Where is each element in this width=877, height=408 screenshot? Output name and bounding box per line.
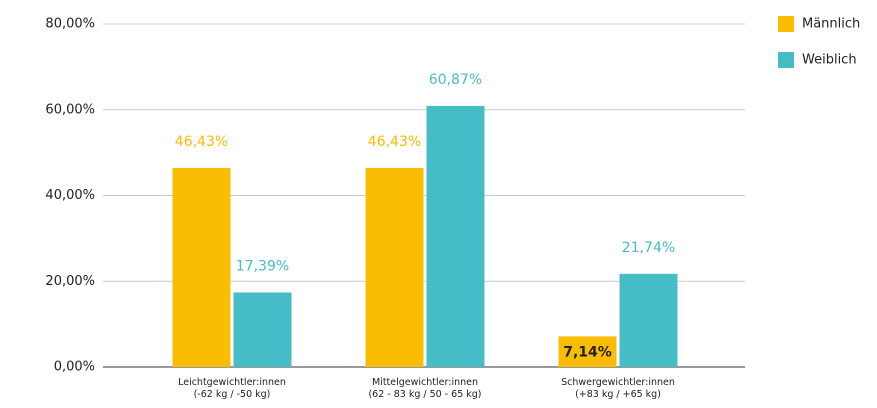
- bar: [426, 106, 485, 368]
- bar: [172, 167, 231, 367]
- bar: [619, 273, 678, 367]
- value-label: 21,74%: [622, 240, 675, 256]
- x-tick-label: Mittelgewichtler:innen (62 - 83 kg / 50 …: [368, 377, 482, 400]
- legend-label: Weiblich: [802, 53, 857, 68]
- y-tick-label: 40,00%: [45, 188, 95, 203]
- value-label: 46,43%: [175, 134, 228, 150]
- value-label: 46,43%: [368, 134, 421, 150]
- value-label: 17,39%: [236, 258, 289, 274]
- legend-label: Männlich: [802, 17, 860, 32]
- legend-swatch: [778, 52, 794, 68]
- value-label: 7,14%: [563, 344, 612, 360]
- value-label: 60,87%: [429, 72, 482, 88]
- x-tick-label: Schwergewichtler:innen (+83 kg / +65 kg): [561, 377, 675, 400]
- y-tick-label: 80,00%: [45, 17, 95, 32]
- bar: [558, 336, 617, 367]
- bar: [365, 167, 424, 367]
- x-tick-label: Leichtgewichtler:innen (-62 kg / -50 kg): [178, 377, 286, 400]
- legend-swatch: [778, 16, 794, 32]
- y-tick-label: 20,00%: [45, 274, 95, 289]
- y-tick-label: 0,00%: [54, 360, 95, 375]
- bar: [233, 292, 292, 367]
- y-tick-label: 60,00%: [45, 102, 95, 117]
